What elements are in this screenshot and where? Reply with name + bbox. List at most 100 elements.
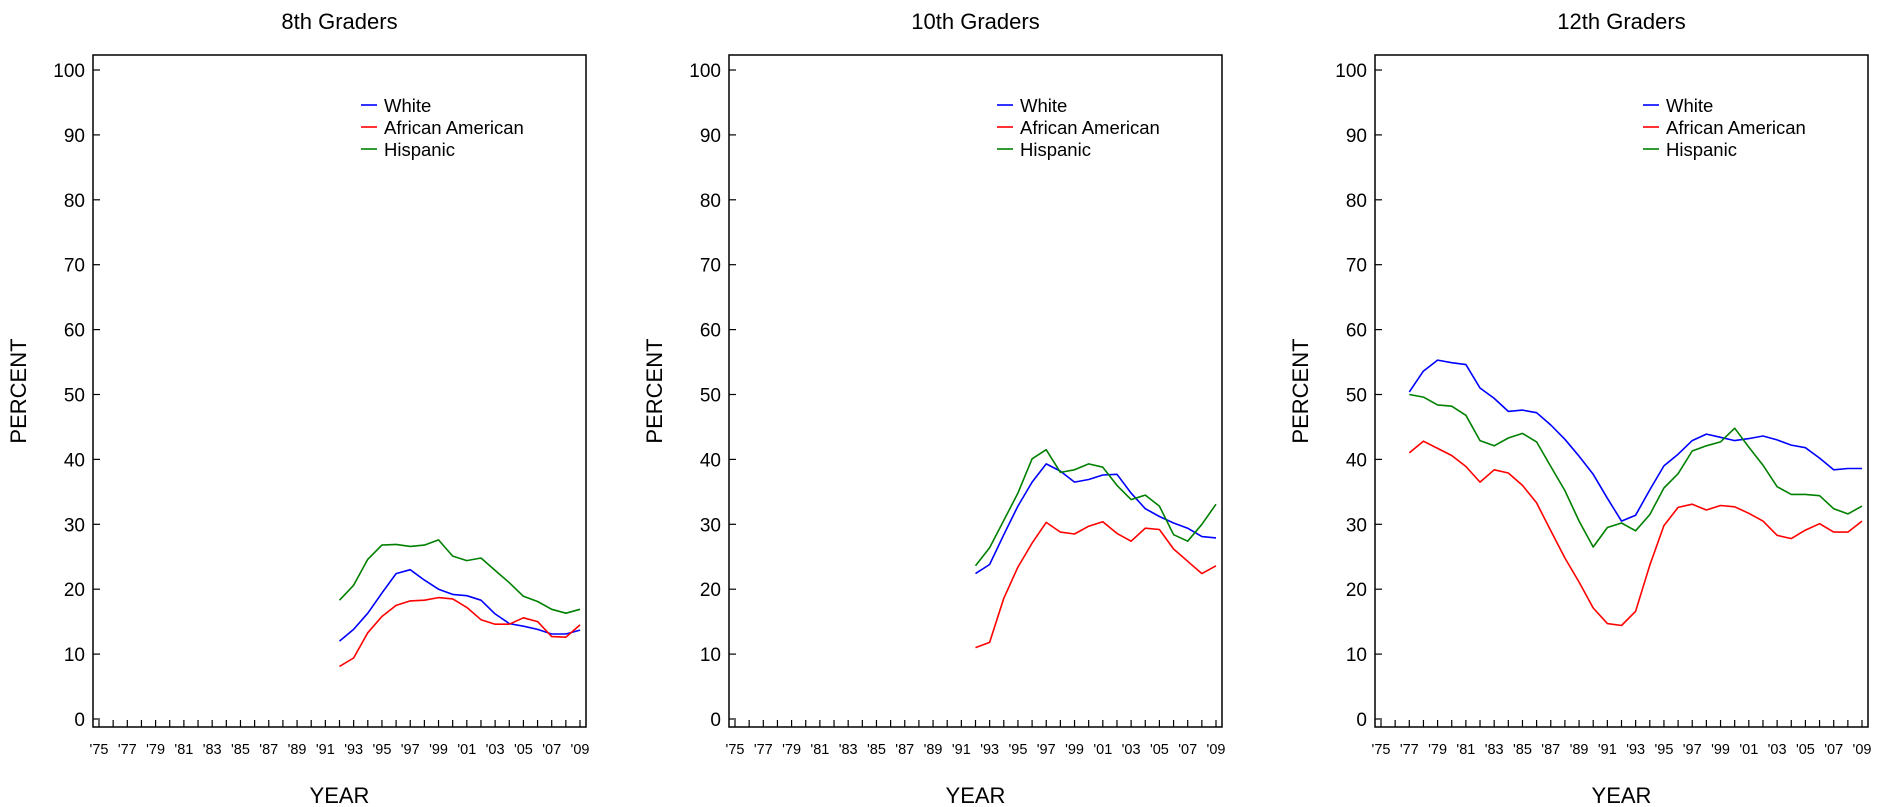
y-axis-label: PERCENT	[642, 338, 667, 443]
plot-frame	[728, 54, 1223, 728]
x-tick-label: '95	[1654, 742, 1673, 758]
y-axis-ticks: 0 10 20 30 40 50 60 70 80 90 100	[53, 61, 100, 731]
y-tick-label: 60	[1346, 321, 1367, 342]
y-tick-label: 50	[700, 386, 721, 407]
panel-10th-graders: 10th Graders PERCENT YEAR 0 10 20 30 40 50 60 7…	[642, 9, 1225, 807]
y-tick-label: 60	[700, 321, 721, 342]
y-tick-label: 20	[1346, 580, 1367, 601]
y-tick-label: 80	[700, 191, 721, 212]
y-tick-label: 10	[1346, 645, 1367, 666]
y-tick-label: 60	[64, 321, 85, 342]
y-tick-label: 30	[1346, 515, 1367, 536]
x-tick-label: '93	[1626, 742, 1645, 758]
legend-label-african-american: African American	[1666, 117, 1806, 138]
x-axis-ticks: '75 '77 '79 '81 '83 '85 '87 '89 '91 '93 '95 '97 '99 '…	[90, 720, 589, 758]
y-tick-label: 80	[64, 191, 85, 212]
legend-label-hispanic: Hispanic	[1666, 139, 1737, 160]
legend-label-hispanic: Hispanic	[384, 139, 455, 160]
y-tick-label: 80	[1346, 191, 1367, 212]
chart-title: 8th Graders	[281, 9, 397, 34]
x-tick-label: '03	[486, 742, 505, 758]
x-tick-label: '85	[1513, 742, 1532, 758]
x-tick-label: '05	[1150, 742, 1169, 758]
x-axis-label: YEAR	[946, 783, 1006, 807]
x-tick-label: '77	[1400, 742, 1419, 758]
x-tick-label: '77	[754, 742, 773, 758]
x-tick-label: '09	[1853, 742, 1872, 758]
x-tick-label: '91	[316, 742, 335, 758]
y-axis-label: PERCENT	[6, 338, 31, 443]
series-group	[1408, 359, 1863, 627]
y-tick-label: 40	[700, 450, 721, 471]
y-tick-label: 90	[700, 126, 721, 147]
series-line-hispanic	[338, 539, 581, 615]
chart-title: 10th Graders	[911, 9, 1039, 34]
x-tick-label: '85	[231, 742, 250, 758]
y-tick-label: 0	[74, 710, 85, 731]
y-tick-label: 70	[700, 256, 721, 277]
x-tick-label: '87	[895, 742, 914, 758]
y-tick-label: 70	[64, 256, 85, 277]
series-line-hispanic	[1409, 393, 1863, 548]
x-tick-label: '91	[952, 742, 971, 758]
x-axis-label: YEAR	[310, 783, 370, 807]
y-tick-label: 100	[1335, 61, 1367, 82]
x-tick-label: '93	[344, 742, 363, 758]
x-tick-label: '81	[1456, 742, 1475, 758]
y-tick-label: 0	[1356, 710, 1367, 731]
x-tick-label: '03	[1122, 742, 1141, 758]
legend-label-african-american: African American	[384, 117, 524, 138]
x-tick-label: '95	[372, 742, 391, 758]
y-tick-label: 40	[1346, 450, 1367, 471]
x-tick-label: '01	[457, 742, 476, 758]
y-axis-label: PERCENT	[1288, 338, 1313, 443]
y-tick-label: 0	[710, 710, 721, 731]
x-tick-label: '79	[782, 742, 801, 758]
y-axis-ticks: 0 10 20 30 40 50 60 70 80 90 100	[1335, 61, 1382, 731]
x-tick-label: '93	[980, 742, 999, 758]
y-tick-label: 10	[64, 645, 85, 666]
x-tick-label: '89	[1570, 742, 1589, 758]
x-tick-label: '03	[1768, 742, 1787, 758]
y-tick-label: 90	[1346, 126, 1367, 147]
y-tick-label: 100	[53, 61, 85, 82]
x-tick-label: '87	[259, 742, 278, 758]
y-tick-label: 30	[64, 515, 85, 536]
x-axis-ticks: '75 '77 '79 '81 '83 '85 '87 '89 '91 '93 '95 '97 '99 '…	[726, 720, 1225, 758]
x-tick-label: '99	[1065, 742, 1084, 758]
series-line-african-american	[339, 596, 581, 668]
x-tick-label: '07	[1178, 742, 1197, 758]
y-axis-ticks: 0 10 20 30 40 50 60 70 80 90 100	[689, 61, 736, 731]
x-tick-label: '99	[1711, 742, 1730, 758]
series-line-white	[975, 463, 1217, 575]
x-tick-label: '05	[1796, 742, 1815, 758]
x-tick-label: '85	[867, 742, 886, 758]
x-tick-label: '81	[174, 742, 193, 758]
x-tick-label: '83	[1485, 742, 1504, 758]
x-axis-ticks: '75 '77 '79 '81 '83 '85 '87 '89 '91 '93 '95 '97 '99 '…	[1372, 720, 1872, 758]
series-line-hispanic	[974, 448, 1217, 567]
x-tick-label: '89	[288, 742, 307, 758]
x-tick-label: '83	[839, 742, 858, 758]
x-tick-label: '07	[542, 742, 561, 758]
x-tick-label: '99	[429, 742, 448, 758]
y-tick-label: 50	[64, 386, 85, 407]
y-tick-label: 20	[700, 580, 721, 601]
x-tick-label: '97	[1037, 742, 1056, 758]
series-line-white	[1408, 359, 1862, 522]
x-tick-label: '81	[810, 742, 829, 758]
x-tick-label: '97	[1683, 742, 1702, 758]
series-line-white	[338, 568, 581, 642]
y-tick-label: 50	[1346, 386, 1367, 407]
panel-8th-graders: 8th Graders PERCENT YEAR 0 10 20 30 40 50 60 70…	[6, 9, 589, 807]
legend-label-white: White	[1020, 95, 1067, 116]
x-tick-label: '77	[118, 742, 137, 758]
panel-12th-graders: 12th Graders PERCENT YEAR 0 10 20 30 40 50 60 7…	[1288, 9, 1871, 807]
x-tick-label: '07	[1824, 742, 1843, 758]
legend-label-african-american: African American	[1020, 117, 1160, 138]
x-tick-label: '75	[1372, 742, 1391, 758]
